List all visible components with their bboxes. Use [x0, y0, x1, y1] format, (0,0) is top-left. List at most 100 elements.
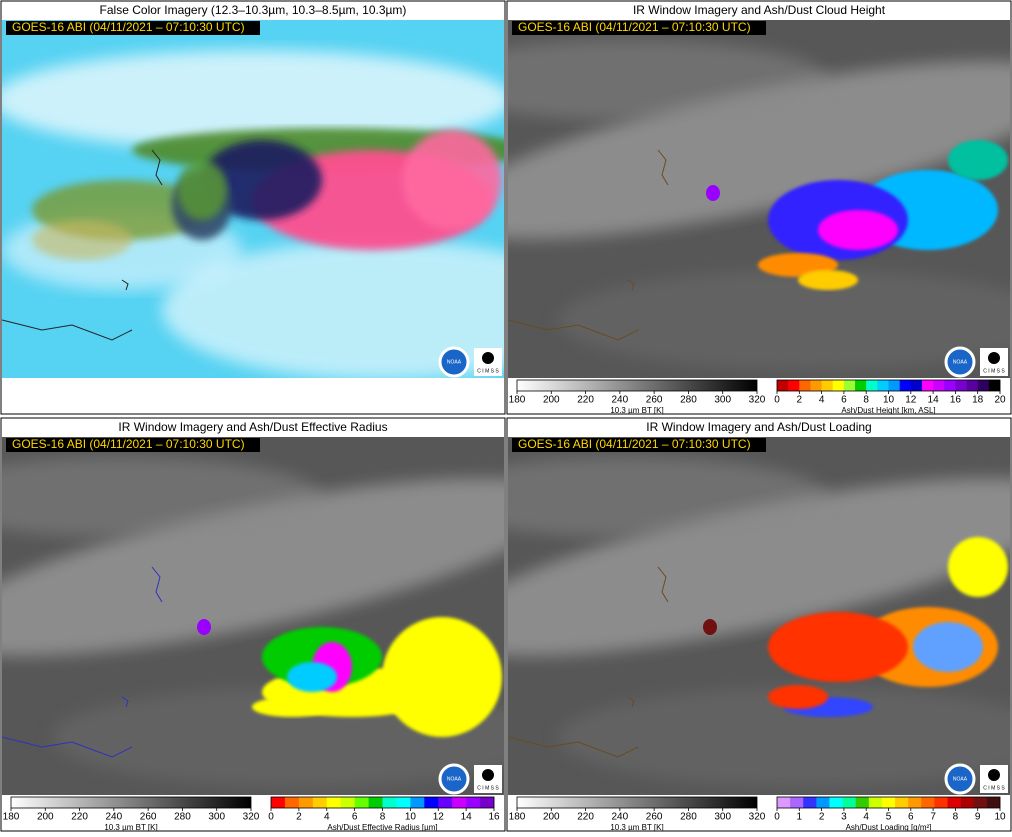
- colorbar-block: [340, 797, 355, 808]
- cimss-logo-text: C I M S S: [477, 785, 499, 791]
- colorbar-tick-label: 8: [953, 812, 959, 823]
- feature: [948, 537, 1008, 597]
- panel: IR Window Imagery and Ash/Dust Loading GO…: [506, 417, 1012, 832]
- colorbar-tick-label: 0: [268, 812, 274, 823]
- colorbar-tick-label: 300: [208, 812, 225, 823]
- colorbar: [516, 379, 758, 392]
- colorbar-block: [866, 380, 878, 391]
- colorbar-tick-label: 20: [994, 395, 1006, 406]
- colorbar-block: [947, 797, 961, 808]
- colorbar-tick-label: 280: [680, 812, 697, 823]
- colorbar-tick-label: 10: [883, 395, 895, 406]
- cloud-band: [558, 687, 1010, 787]
- colorbar-tick-label: 320: [749, 812, 766, 823]
- colorbar-block: [803, 797, 817, 808]
- colorbar-tick-label: 4: [324, 812, 330, 823]
- colorbar-block: [354, 797, 369, 808]
- feature: [798, 270, 858, 290]
- feature: [252, 697, 332, 717]
- colorbar-tick-label: 2: [819, 812, 825, 823]
- colorbar-tick-label: 3: [841, 812, 847, 823]
- colorbar-tick-label: 0: [774, 395, 780, 406]
- colorbar-block: [410, 797, 425, 808]
- panel: IR Window Imagery and Ash/Dust Cloud Hei…: [506, 0, 1012, 415]
- stamp-box: [6, 21, 260, 35]
- coastline: [2, 566, 163, 758]
- colorbar-block: [955, 380, 967, 391]
- colorbar-tick-label: 6: [841, 395, 847, 406]
- colorbar-tick-label: 260: [140, 812, 157, 823]
- colorbar-tick-label: 8: [863, 395, 869, 406]
- feature: [913, 622, 983, 672]
- colorbar-tick-label: 260: [646, 812, 663, 823]
- colorbar-tick-label: 180: [509, 395, 526, 406]
- satellite-image: [508, 20, 1010, 378]
- feature: [402, 130, 502, 230]
- colorbar-block: [298, 797, 314, 808]
- colorbar-tick-label: 9: [975, 812, 981, 823]
- colorbar-block: [424, 797, 439, 808]
- noaa-logo: [944, 346, 976, 378]
- noaa-logo-text: NOAA: [447, 776, 462, 782]
- panel-title: IR Window Imagery and Ash/Dust Cloud Hei…: [633, 3, 886, 17]
- colorbar-block: [933, 380, 945, 391]
- colorbar-tick-label: 1: [797, 812, 803, 823]
- colorbar-tick-label: 12: [433, 812, 445, 823]
- colorbar-block: [438, 797, 453, 808]
- noaa-logo: [438, 346, 470, 378]
- colorbar-tick-label: 220: [577, 395, 594, 406]
- satellite-image: [2, 437, 504, 795]
- feature: [768, 612, 908, 682]
- colorbar-tick-label: 2: [797, 395, 803, 406]
- feature: [706, 185, 720, 201]
- colorbar-block: [312, 797, 328, 808]
- colorbar-tick-label: 14: [928, 395, 940, 406]
- colorbar-block: [816, 797, 830, 808]
- colorbar-block: [986, 797, 1001, 808]
- colorbar-block: [921, 380, 934, 391]
- stamp-box: [6, 438, 260, 452]
- colorbar-label: 10.3 µm BT [K]: [610, 823, 663, 832]
- colorbar-tick-label: 7: [930, 812, 936, 823]
- colorbar-tick-label: 240: [612, 395, 629, 406]
- colorbar: [10, 796, 252, 809]
- colorbar-tick-label: 280: [174, 812, 191, 823]
- cloud-band: [508, 61, 1010, 239]
- colorbar-tick-label: 240: [106, 812, 123, 823]
- colorbar-tick-label: 0: [774, 812, 780, 823]
- stamp-box: [512, 438, 766, 452]
- cloud-band: [508, 457, 828, 537]
- noaa-logo-text: NOAA: [447, 359, 462, 365]
- colorbar-block: [790, 797, 804, 808]
- cimss-logo-text: C I M S S: [477, 368, 499, 374]
- colorbar-block: [842, 797, 857, 808]
- panel-title: IR Window Imagery and Ash/Dust Effective…: [118, 420, 387, 434]
- colorbar-tick-label: 2: [296, 812, 302, 823]
- panel: False Color Imagery (12.3–10.3µm, 10.3–8…: [0, 0, 506, 415]
- cimss-logo-mark: [988, 769, 1000, 781]
- panel-title: False Color Imagery (12.3–10.3µm, 10.3–8…: [100, 3, 407, 17]
- colorbar-block: [977, 380, 990, 391]
- colorbar-block: [934, 797, 948, 808]
- colorbar-label: Ash/Dust Loading [g/m²]: [846, 823, 932, 832]
- colorbar-block: [284, 797, 300, 808]
- colorbar-block: [888, 380, 900, 391]
- colorbar-block: [899, 380, 912, 391]
- colorbar-block: [368, 797, 383, 808]
- colorbar-block: [777, 797, 791, 808]
- colorbar-block: [960, 797, 975, 808]
- colorbar-tick-label: 18: [972, 395, 984, 406]
- colorbar-tick-label: 4: [863, 812, 869, 823]
- feature: [202, 140, 322, 220]
- coastline: [508, 566, 669, 758]
- feature: [768, 685, 828, 709]
- feature: [177, 160, 227, 220]
- colorbar-tick-label: 16: [950, 395, 962, 406]
- panel-title: IR Window Imagery and Ash/Dust Loading: [646, 420, 871, 434]
- colorbar-tick-label: 200: [37, 812, 54, 823]
- colorbar-tick-label: 14: [461, 812, 473, 823]
- colorbar-tick-label: 16: [488, 812, 500, 823]
- cimss-logo-mark: [988, 352, 1000, 364]
